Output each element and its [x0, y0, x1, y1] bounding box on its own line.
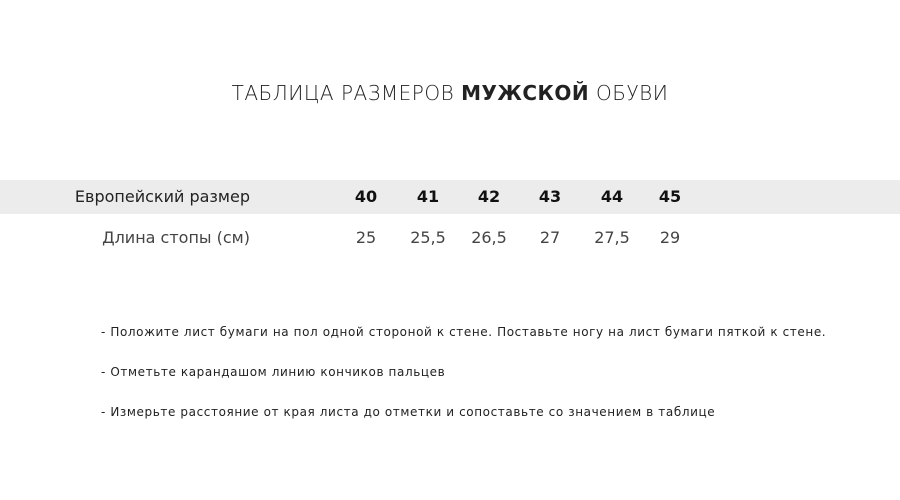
row-label: Европейский размер: [74, 187, 250, 206]
header-band: [0, 180, 900, 214]
title-bold: МУЖСКОЙ: [461, 81, 590, 105]
row-label: Длина стопы (см): [102, 228, 250, 247]
table-cell: 25,5: [410, 228, 446, 247]
table-cell: 45: [658, 187, 682, 206]
instruction-1: - Положите лист бумаги на пол одной стор…: [101, 325, 827, 339]
table-cell: 41: [416, 187, 440, 206]
table-row-foot-length: Длина стопы (см) 25 25,5 26,5 27 27,5 29: [0, 221, 900, 255]
title-prefix: ТАБЛИЦА РАЗМЕРОВ: [231, 81, 455, 105]
table-cell: 42: [477, 187, 501, 206]
table-cell: 27: [539, 228, 561, 247]
instruction-3: - Измерьте расстояние от края листа до о…: [101, 405, 716, 419]
table-cell: 43: [538, 187, 562, 206]
table-cell: 40: [354, 187, 378, 206]
table-cell: 27,5: [594, 228, 630, 247]
table-cell: 25: [355, 228, 377, 247]
instruction-2: - Отметьте карандашом линию кончиков пал…: [101, 365, 446, 379]
page-title: ТАБЛИЦА РАЗМЕРОВ МУЖСКОЙ ОБУВИ: [0, 81, 900, 105]
table-cell: 29: [659, 228, 681, 247]
table-cell: 44: [600, 187, 624, 206]
title-suffix: ОБУВИ: [596, 81, 669, 105]
table-cell: 26,5: [471, 228, 507, 247]
table-row-eu-size: Европейский размер 40 41 42 43 44 45: [0, 180, 900, 214]
